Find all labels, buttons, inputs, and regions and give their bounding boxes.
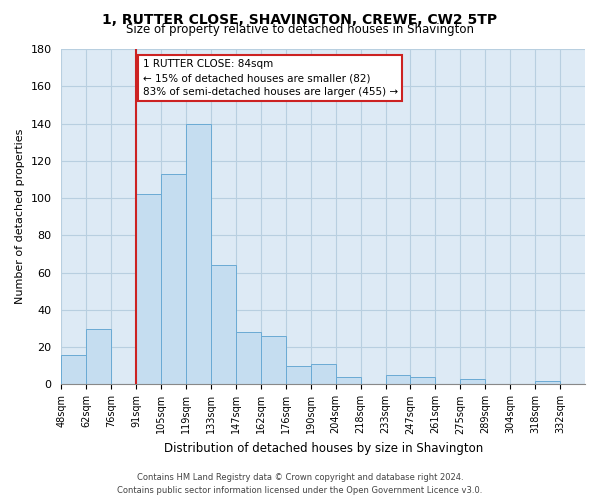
Bar xyxy=(386,375,410,384)
Text: Size of property relative to detached houses in Shavington: Size of property relative to detached ho… xyxy=(126,22,474,36)
Bar xyxy=(261,336,286,384)
Bar xyxy=(211,265,236,384)
Y-axis label: Number of detached properties: Number of detached properties xyxy=(15,129,25,304)
Bar xyxy=(535,380,560,384)
Bar xyxy=(410,377,436,384)
Text: 1 RUTTER CLOSE: 84sqm
← 15% of detached houses are smaller (82)
83% of semi-deta: 1 RUTTER CLOSE: 84sqm ← 15% of detached … xyxy=(143,59,398,97)
Text: Contains HM Land Registry data © Crown copyright and database right 2024.
Contai: Contains HM Land Registry data © Crown c… xyxy=(118,474,482,495)
Bar xyxy=(286,366,311,384)
Bar xyxy=(460,379,485,384)
Bar xyxy=(335,377,361,384)
Bar xyxy=(186,124,211,384)
Bar xyxy=(86,328,111,384)
Bar xyxy=(311,364,335,384)
Bar xyxy=(61,354,86,384)
Bar xyxy=(136,194,161,384)
Text: 1, RUTTER CLOSE, SHAVINGTON, CREWE, CW2 5TP: 1, RUTTER CLOSE, SHAVINGTON, CREWE, CW2 … xyxy=(103,12,497,26)
X-axis label: Distribution of detached houses by size in Shavington: Distribution of detached houses by size … xyxy=(164,442,483,455)
Bar xyxy=(236,332,261,384)
Bar xyxy=(161,174,186,384)
